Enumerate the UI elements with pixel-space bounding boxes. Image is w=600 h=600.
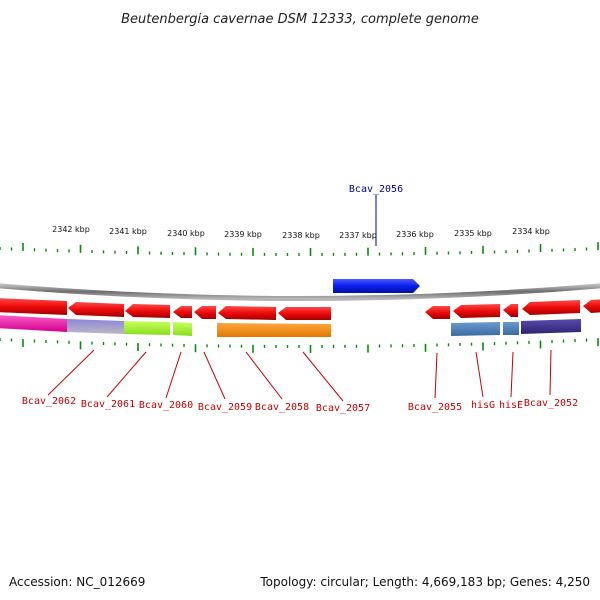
- feature-bcav-2062[interactable]: [0, 315, 67, 332]
- gene-bcav-2060[interactable]: [125, 304, 170, 318]
- kbp-label-2337: 2337 kbp: [339, 231, 377, 240]
- gene-bcav-2055[interactable]: [425, 306, 450, 319]
- leader-bcav-2057: [302, 351, 344, 402]
- gene-label-hise: hisE: [499, 400, 523, 411]
- gene-label-bcav-2061: Bcav_2061: [81, 399, 135, 410]
- scale-ticks-top: [0, 242, 599, 256]
- leader-bcav-2052: [549, 349, 552, 396]
- feature-bcav-2052[interactable]: [521, 319, 581, 334]
- gene-bcav-2058-top[interactable]: [194, 306, 216, 319]
- kbp-label-2336: 2336 kbp: [396, 230, 434, 239]
- kbp-label-2340: 2340 kbp: [167, 229, 205, 238]
- scale-ticks-bottom: [0, 338, 599, 353]
- gene-label-hisg: hisG: [471, 400, 495, 411]
- gene-labels: Bcav_2062 Bcav_2061 Bcav_2060 Bcav_2059 …: [22, 396, 578, 414]
- gene-bcav-2061[interactable]: [68, 302, 124, 317]
- gene-hisg[interactable]: [453, 304, 500, 318]
- leader-bcav-2059: [203, 351, 226, 400]
- leader-bcav-2062: [47, 349, 95, 396]
- kbp-label-2334: 2334 kbp: [512, 227, 550, 236]
- gene-label-bcav-2057: Bcav_2057: [316, 403, 370, 414]
- leader-bcav-2060: [165, 351, 182, 399]
- leader-hisg: [475, 351, 484, 398]
- leader-bcav-2061: [106, 351, 147, 398]
- leader-hise: [510, 351, 514, 398]
- gene-bcav-2057-b[interactable]: [278, 307, 331, 320]
- gene-bcav-2052[interactable]: [522, 300, 580, 315]
- feature-bcav-2058[interactable]: [217, 323, 331, 337]
- feature-bcav-2060[interactable]: [124, 321, 170, 335]
- reverse-strand-genes: [0, 298, 600, 320]
- gene-hise[interactable]: [503, 304, 518, 317]
- feature-hisg[interactable]: [451, 322, 500, 336]
- kbp-label-2339: 2339 kbp: [224, 230, 262, 239]
- kbp-scale-labels: 2342 kbp 2341 kbp 2340 kbp 2339 kbp 2338…: [52, 225, 550, 240]
- leader-bcav-2055: [434, 352, 438, 399]
- feature-track: [0, 315, 581, 337]
- gene-label-bcav-2058: Bcav_2058: [255, 402, 309, 413]
- kbp-label-2342: 2342 kbp: [52, 225, 90, 234]
- feature-bcav-2059[interactable]: [173, 322, 192, 336]
- gene-bcav-2057-a[interactable]: [218, 306, 276, 320]
- gene-label-bcav-2056: Bcav_2056: [349, 184, 403, 195]
- gene-label-bcav-2059: Bcav_2059: [198, 402, 252, 413]
- feature-hise[interactable]: [503, 322, 519, 335]
- gene-leader-lines: [47, 349, 552, 402]
- gene-label-bcav-2062: Bcav_2062: [22, 396, 76, 407]
- gene-label-bcav-2052: Bcav_2052: [524, 398, 578, 409]
- gene-bcav-2056[interactable]: [333, 279, 420, 293]
- gene-right-edge[interactable]: [583, 299, 600, 313]
- genome-summary-text: Topology: circular; Length: 4,669,183 bp…: [259, 575, 590, 589]
- genome-backbone: [0, 283, 600, 301]
- leader-bcav-2058: [245, 351, 283, 400]
- genome-title: Beutenbergia cavernae DSM 12333, complet…: [121, 12, 479, 27]
- gene-bcav-2062[interactable]: [0, 298, 67, 315]
- accession-text: Accession: NC_012669: [9, 575, 145, 589]
- gene-label-bcav-2060: Bcav_2060: [139, 400, 193, 411]
- kbp-label-2338: 2338 kbp: [282, 231, 320, 240]
- gene-label-bcav-2055: Bcav_2055: [408, 402, 462, 413]
- gene-bcav-2059-top[interactable]: [173, 306, 192, 318]
- kbp-label-2335: 2335 kbp: [454, 229, 492, 238]
- feature-bcav-2061[interactable]: [67, 319, 124, 334]
- kbp-label-2341: 2341 kbp: [109, 227, 147, 236]
